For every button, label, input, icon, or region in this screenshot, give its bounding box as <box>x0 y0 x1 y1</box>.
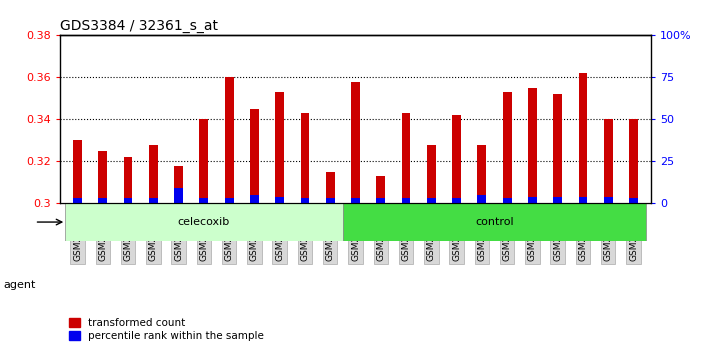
Bar <box>503 92 512 204</box>
Bar <box>343 204 646 241</box>
Bar <box>174 188 183 204</box>
Bar <box>579 73 587 204</box>
Bar <box>275 197 284 204</box>
Bar <box>199 198 208 204</box>
Bar <box>427 198 436 204</box>
Bar <box>99 198 107 204</box>
Bar <box>503 198 512 204</box>
Bar <box>124 198 132 204</box>
Bar <box>301 198 309 204</box>
Bar <box>174 166 183 204</box>
Bar <box>225 198 234 204</box>
Text: celecoxib: celecoxib <box>178 217 230 227</box>
Bar <box>553 197 562 204</box>
Bar <box>73 141 82 204</box>
Bar <box>149 144 158 204</box>
Bar <box>477 195 486 204</box>
Bar <box>604 197 612 204</box>
Bar <box>250 195 259 204</box>
Bar <box>275 92 284 204</box>
Bar <box>452 115 461 204</box>
Bar <box>326 172 334 204</box>
Bar <box>73 198 82 204</box>
Bar <box>629 119 638 204</box>
Bar <box>225 78 234 204</box>
Bar <box>402 113 410 204</box>
Bar <box>199 119 208 204</box>
Bar <box>629 198 638 204</box>
Bar <box>553 94 562 204</box>
Bar <box>427 144 436 204</box>
Legend: transformed count, percentile rank within the sample: transformed count, percentile rank withi… <box>65 314 268 345</box>
Bar <box>402 198 410 204</box>
Bar <box>377 176 385 204</box>
Bar <box>528 197 537 204</box>
Text: control: control <box>475 217 514 227</box>
Bar <box>326 198 334 204</box>
Bar <box>250 109 259 204</box>
Text: agent: agent <box>4 280 36 290</box>
Bar <box>528 88 537 204</box>
Bar <box>149 198 158 204</box>
Bar <box>351 81 360 204</box>
Bar <box>452 198 461 204</box>
Text: GDS3384 / 32361_s_at: GDS3384 / 32361_s_at <box>60 19 218 33</box>
Bar <box>351 198 360 204</box>
Bar <box>124 157 132 204</box>
Bar <box>65 204 343 241</box>
Bar <box>604 119 612 204</box>
Bar <box>377 198 385 204</box>
Bar <box>301 113 309 204</box>
Bar <box>99 151 107 204</box>
Bar <box>477 144 486 204</box>
Bar <box>579 197 587 204</box>
